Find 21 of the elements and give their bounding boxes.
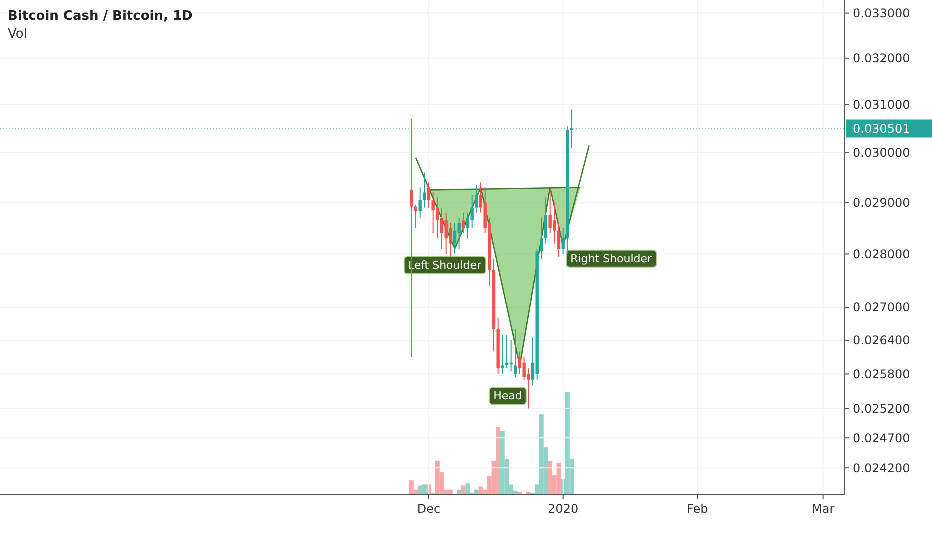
x-tick-label: Dec — [417, 502, 441, 516]
y-tick-label: 0.025800 — [853, 367, 910, 382]
y-tick-label: 0.024700 — [853, 431, 910, 446]
annotation: Head — [494, 390, 522, 403]
y-tick-label: 0.030000 — [853, 146, 910, 160]
y-tick-label: 0.024200 — [853, 461, 910, 476]
y-tick-label: 0.025200 — [853, 402, 910, 416]
y-tick-label: 0.026400 — [853, 334, 910, 348]
y-tick-label: 0.027000 — [853, 300, 910, 315]
y-tick-label: 0.029000 — [853, 196, 910, 210]
text: Bitcoin Cash / Bitcoin, 1D — [8, 9, 193, 24]
y-tick-label: 0.031000 — [853, 98, 910, 112]
chart-title: Vol — [8, 27, 28, 42]
x-tick-label: Feb — [687, 502, 708, 516]
annotation: Right Shoulder — [570, 252, 653, 266]
y-tick-label: 0.028000 — [853, 247, 910, 262]
y-tick-label: 0.032000 — [853, 52, 910, 66]
x-tick-label: 2020 — [548, 502, 579, 516]
y-tick-label: 0.033000 — [853, 6, 910, 20]
ref-line-label: 0.030501 — [853, 122, 910, 136]
x-tick-label: Mar — [812, 502, 835, 516]
